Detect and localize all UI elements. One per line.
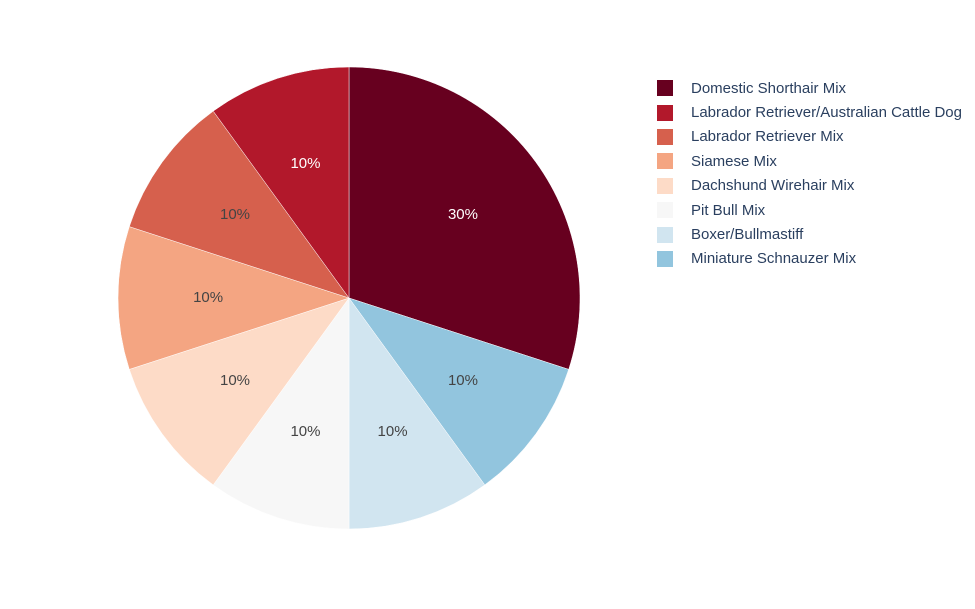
pie-slice-pit-bull-mix [212,297,350,530]
pie-slice-labrador-retriever-mix [128,110,350,299]
pie-slice-label: 10% [220,372,250,389]
legend-item[interactable]: Boxer/Bullmastiff [657,222,962,246]
legend-swatch [657,177,673,194]
legend-item[interactable]: Domestic Shorthair Mix [657,76,962,100]
legend-label: Domestic Shorthair Mix [691,79,847,97]
legend-swatch [657,202,673,219]
pie-slice-labrador-retriever-australian-cattle-dog [212,66,350,299]
legend-swatch [657,104,673,121]
pie-slice-miniature-schnauzer-mix [348,297,570,486]
legend-label: Labrador Retriever/Australian Cattle Dog [691,104,962,122]
legend-item[interactable]: Siamese Mix [657,149,962,173]
legend-swatch [657,153,673,170]
pie-slice-label: 10% [220,206,250,223]
legend-label: Pit Bull Mix [691,201,766,219]
pie-slice-siamese-mix [117,226,350,370]
pie-slice-boxer-bullmastiff [348,297,486,530]
legend-item[interactable]: Pit Bull Mix [657,198,962,222]
legend-label: Siamese Mix [691,152,777,170]
legend-swatch [657,80,673,97]
legend-swatch [657,128,673,145]
legend-label: Labrador Retriever Mix [691,128,844,146]
legend-label: Dachshund Wirehair Mix [691,177,855,195]
pie-slice-label: 10% [290,155,320,172]
pie-slice-domestic-shorthair-mix [348,66,581,370]
legend-item[interactable]: Miniature Schnauzer Mix [657,247,962,271]
legend-item[interactable]: Dachshund Wirehair Mix [657,174,962,198]
pie-slice-label: 10% [193,289,223,306]
chart-legend: Domestic Shorthair Mix Labrador Retriever… [657,76,962,271]
pie-slice-label: 10% [448,372,478,389]
pie-slice-label: 10% [378,423,408,440]
pie-slice-label: 10% [290,423,320,440]
legend-swatch [657,226,673,243]
legend-label: Miniature Schnauzer Mix [691,250,857,268]
legend-swatch [657,250,673,267]
pie-slice-dachshund-wirehair-mix [128,297,350,486]
legend-item[interactable]: Labrador Retriever/Australian Cattle Dog [657,100,962,124]
legend-label: Boxer/Bullmastiff [691,226,804,244]
pie-slice-label: 30% [448,206,478,223]
legend-item[interactable]: Labrador Retriever Mix [657,125,962,149]
